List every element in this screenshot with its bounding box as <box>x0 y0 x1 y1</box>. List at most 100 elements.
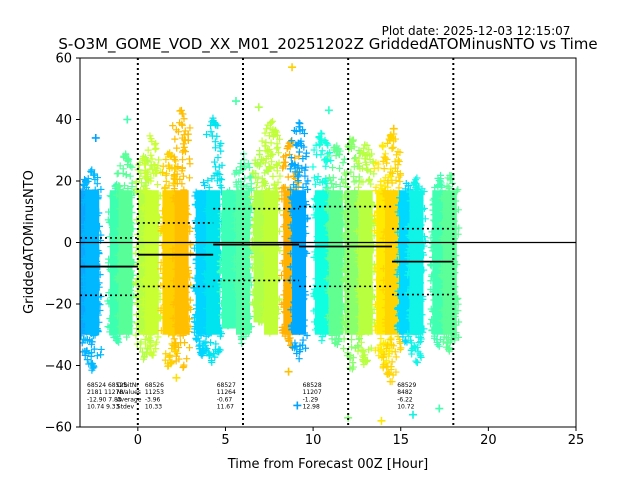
scatter-point <box>152 139 160 147</box>
scatter-point <box>110 295 118 303</box>
scatter-point <box>180 244 188 252</box>
scatter-point <box>254 211 262 219</box>
scatter-point <box>236 292 244 300</box>
scatter-column <box>169 106 195 372</box>
scatter-point <box>88 293 96 301</box>
scatter-point <box>224 231 232 239</box>
scatter-point <box>236 247 244 255</box>
scatter-point <box>151 275 159 283</box>
scatter-point <box>245 230 253 238</box>
scatter-point <box>201 271 209 279</box>
scatter-point <box>240 218 248 226</box>
stats-text: 68526 <box>145 382 164 389</box>
stats-text: 68527 <box>217 382 236 389</box>
scatter-point <box>89 331 97 339</box>
scatter-point <box>174 163 182 171</box>
x-tick-label: 0 <box>134 433 142 448</box>
scatter-point <box>175 296 183 304</box>
scatter-point <box>209 223 217 231</box>
scatter-point <box>162 155 170 163</box>
scatter-point <box>133 311 141 319</box>
scatter-point <box>179 148 187 156</box>
scatter-point <box>205 263 213 271</box>
scatter-point <box>162 325 170 333</box>
scatter-point <box>215 325 223 333</box>
scatter-point <box>97 345 105 353</box>
scatter-point <box>194 224 202 232</box>
stats-text: NValues <box>117 389 141 396</box>
stats-text: 8482 <box>397 389 412 396</box>
scatter-point <box>388 144 396 152</box>
scatter-point <box>169 314 177 322</box>
scatter-point <box>214 202 222 210</box>
scatter-point <box>182 288 190 296</box>
scatter-point <box>211 211 219 219</box>
scatter-point <box>165 272 173 280</box>
scatter-point <box>147 313 155 321</box>
scatter-point <box>163 170 171 178</box>
scatter-point <box>128 208 136 216</box>
scatter-point <box>161 210 169 218</box>
scatter-point <box>263 125 271 133</box>
scatter-point <box>154 292 162 300</box>
scatter-point <box>109 253 117 261</box>
scatter-point <box>119 187 127 195</box>
scatter-point <box>198 290 206 298</box>
scatter-point <box>124 155 132 163</box>
scatter-point <box>155 156 163 164</box>
scatter-point <box>379 364 387 372</box>
scatter-point <box>191 244 199 252</box>
scatter-point <box>184 130 192 138</box>
scatter-point <box>144 335 152 343</box>
scatter-point <box>120 280 128 288</box>
scatter-point <box>122 210 130 218</box>
scatter-point <box>170 185 178 193</box>
scatter-point <box>154 181 162 189</box>
scatter-point <box>226 273 234 281</box>
scatter-point <box>80 298 83 301</box>
scatter-point <box>184 263 192 271</box>
scatter-point <box>181 190 189 198</box>
scatter-point <box>166 321 174 329</box>
scatter-point <box>86 228 94 236</box>
scatter-point <box>112 203 120 211</box>
scatter-point <box>206 206 214 214</box>
scatter-point <box>73 236 80 243</box>
scatter-point <box>339 159 347 167</box>
scatter-point <box>211 158 219 166</box>
scatter-point <box>408 350 416 358</box>
scatter-point <box>123 333 131 341</box>
scatter-point <box>91 186 99 194</box>
scatter-point <box>165 353 173 361</box>
scatter-point <box>246 214 254 222</box>
scatter-point <box>217 147 225 155</box>
outlier-point <box>324 106 333 115</box>
scatter-point <box>445 183 453 191</box>
scatter-point <box>208 358 216 366</box>
scatter-point <box>191 217 199 225</box>
x-axis: 0 5 10 15 20 25 <box>134 427 584 448</box>
scatter-point <box>147 331 155 339</box>
scatter-point <box>226 186 234 194</box>
scatter-point <box>179 140 187 148</box>
scatter-point <box>184 322 192 330</box>
scatter-point <box>204 177 212 185</box>
scatter-point <box>169 331 177 339</box>
scatter-column <box>113 150 138 341</box>
scatter-point <box>128 318 136 326</box>
scatter-point <box>114 183 122 191</box>
scatter-point <box>229 263 237 271</box>
scatter-point <box>269 172 277 180</box>
outlier-point <box>254 103 263 112</box>
scatter-point <box>216 269 224 277</box>
scatter-point <box>116 162 124 170</box>
scatter-point <box>212 322 220 330</box>
scatter-point <box>172 157 180 165</box>
stats-text: 11207 <box>303 389 322 396</box>
scatter-point <box>153 338 161 346</box>
scatter-column <box>80 166 105 374</box>
scatter-point <box>246 163 254 171</box>
